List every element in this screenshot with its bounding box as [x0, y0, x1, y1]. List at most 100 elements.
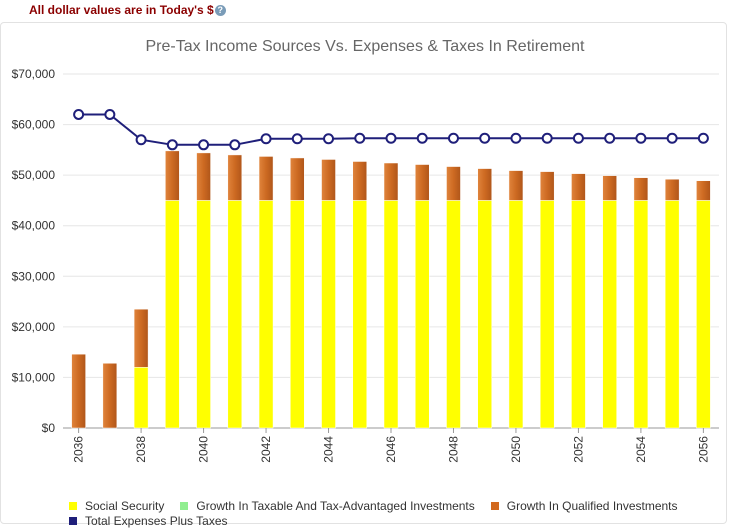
- bar-growth-in-qualified-investments-2040: [196, 152, 211, 201]
- bar-growth-in-qualified-investments-2036: [71, 353, 86, 429]
- bar-growth-in-qualified-investments-2045: [352, 161, 368, 201]
- bar-social-security-2056: [696, 200, 711, 429]
- bar-growth-in-qualified-investments-2046: [383, 162, 399, 201]
- legend-swatch: [180, 501, 189, 510]
- expense-point-2046: [385, 132, 397, 144]
- legend-item-qualified-growth[interactable]: Growth In Qualified Investments: [490, 498, 678, 513]
- x-tick-label: 2056: [696, 436, 710, 463]
- bar-growth-in-qualified-investments-2041: [227, 154, 243, 201]
- legend-label: Total Expenses Plus Taxes: [85, 513, 228, 528]
- expense-line: [73, 108, 709, 151]
- expense-point-2038: [135, 134, 147, 146]
- expense-point-2051: [541, 132, 553, 144]
- legend-label: Growth In Taxable And Tax-Advantaged Inv…: [196, 498, 475, 513]
- bar-social-security-2047: [414, 200, 430, 429]
- chart-title: Pre-Tax Income Sources Vs. Expenses & Ta…: [145, 38, 585, 55]
- bar-social-security-2049: [477, 200, 492, 429]
- expense-point-2055: [666, 132, 678, 144]
- bar-growth-in-qualified-investments-2053: [602, 175, 617, 201]
- expense-point-2039: [166, 139, 178, 151]
- bar-growth-in-qualified-investments-2051: [539, 171, 555, 201]
- bar-growth-in-qualified-investments-2052: [571, 173, 586, 201]
- bar-growth-in-qualified-investments-2047: [414, 164, 430, 201]
- bar-social-security-2050: [508, 200, 524, 429]
- legend-swatch: [69, 501, 77, 510]
- bar-social-security-2041: [227, 200, 243, 429]
- expense-point-2050: [510, 132, 522, 144]
- expense-point-2042: [260, 133, 272, 145]
- y-tick-label: $50,000: [12, 168, 56, 182]
- bar-social-security-2051: [539, 200, 555, 429]
- expense-point-2047: [416, 132, 428, 144]
- bar-social-security-2038: [133, 367, 149, 429]
- bar-growth-in-qualified-investments-2038: [133, 308, 149, 368]
- bar-growth-in-qualified-investments-2049: [477, 168, 492, 201]
- bar-social-security-2046: [383, 200, 399, 429]
- expense-point-2049: [479, 132, 491, 144]
- y-tick-label: $60,000: [12, 118, 56, 132]
- legend-item-total-expenses[interactable]: Total Expenses Plus Taxes: [69, 514, 228, 528]
- x-tick-label: 2052: [571, 436, 585, 463]
- x-tick-label: 2048: [446, 436, 460, 463]
- legend-item-social-security[interactable]: Social Security: [69, 499, 164, 513]
- y-tick-label: $30,000: [12, 269, 56, 283]
- legend-item-taxable-growth[interactable]: Growth In Taxable And Tax-Advantaged Inv…: [180, 498, 475, 513]
- expense-point-2044: [323, 133, 335, 145]
- bar-growth-in-qualified-investments-2044: [321, 159, 336, 201]
- x-tick-label: 2042: [259, 436, 273, 463]
- expense-point-2045: [354, 132, 366, 144]
- legend-label: Growth In Qualified Investments: [506, 498, 678, 513]
- bar-growth-in-qualified-investments-2039: [165, 150, 180, 201]
- expense-point-2052: [572, 132, 584, 144]
- bar-growth-in-qualified-investments-2037: [102, 363, 118, 429]
- x-tick-label: 2036: [72, 436, 86, 463]
- bar-growth-in-qualified-investments-2043: [290, 157, 305, 201]
- y-tick-label: $40,000: [12, 219, 56, 233]
- bar-growth-in-qualified-investments-2050: [508, 170, 524, 201]
- expense-point-2053: [604, 132, 616, 144]
- y-tick-label: $10,000: [12, 370, 56, 384]
- bar-social-security-2055: [664, 200, 680, 429]
- currency-notice: All dollar values are in Today's $ ?: [29, 3, 226, 17]
- expense-point-2056: [697, 132, 709, 144]
- expense-point-2037: [104, 108, 116, 120]
- bar-social-security-2048: [446, 200, 461, 429]
- legend-label: Social Security: [85, 498, 165, 513]
- bar-social-security-2044: [321, 200, 336, 429]
- legend: Social Security Growth In Taxable And Ta…: [69, 498, 709, 528]
- y-tick-label: $70,000: [12, 67, 56, 81]
- expense-point-2048: [447, 132, 459, 144]
- bar-social-security-2040: [196, 200, 211, 429]
- x-tick-label: 2054: [634, 436, 648, 463]
- expense-point-2043: [291, 133, 303, 145]
- bar-social-security-2052: [571, 200, 586, 429]
- legend-swatch: [69, 516, 77, 525]
- bar-growth-in-qualified-investments-2048: [446, 166, 461, 201]
- bar-growth-in-qualified-investments-2054: [633, 177, 649, 201]
- bar-growth-in-qualified-investments-2056: [696, 180, 711, 201]
- bar-social-security-2045: [352, 200, 368, 429]
- x-tick-label: 2040: [197, 436, 211, 463]
- x-tick-label: 2050: [509, 436, 523, 463]
- y-axis-labels: $0 $10,000 $20,000 $30,000 $40,000 $50,000 $60…: [12, 67, 56, 435]
- expense-point-2054: [635, 132, 647, 144]
- bar-growth-in-qualified-investments-2042: [258, 156, 274, 201]
- bar-social-security-2054: [633, 200, 649, 429]
- expense-point-2040: [198, 139, 210, 151]
- chart-panel: Pre-Tax Income Sources Vs. Expenses & Ta…: [0, 22, 727, 528]
- x-axis-labels: 2036 2038 2040 2042 2044 2046 2048 2050 2052 2054…: [72, 428, 710, 463]
- bar-social-security-2043: [290, 200, 305, 429]
- bar-growth-in-qualified-investments-2055: [664, 178, 680, 201]
- bar-social-security-2039: [165, 200, 180, 429]
- help-icon[interactable]: ?: [214, 4, 226, 16]
- x-tick-label: 2046: [384, 436, 398, 463]
- y-tick-label: $0: [42, 421, 56, 435]
- legend-swatch: [490, 501, 499, 510]
- bar-social-security-2053: [602, 200, 617, 429]
- x-tick-label: 2038: [134, 436, 148, 463]
- y-tick-label: $20,000: [12, 320, 56, 334]
- bar-social-security-2042: [258, 200, 274, 429]
- x-tick-label: 2044: [322, 436, 336, 463]
- bars: [71, 150, 711, 429]
- currency-notice-text: All dollar values are in Today's $: [29, 3, 214, 17]
